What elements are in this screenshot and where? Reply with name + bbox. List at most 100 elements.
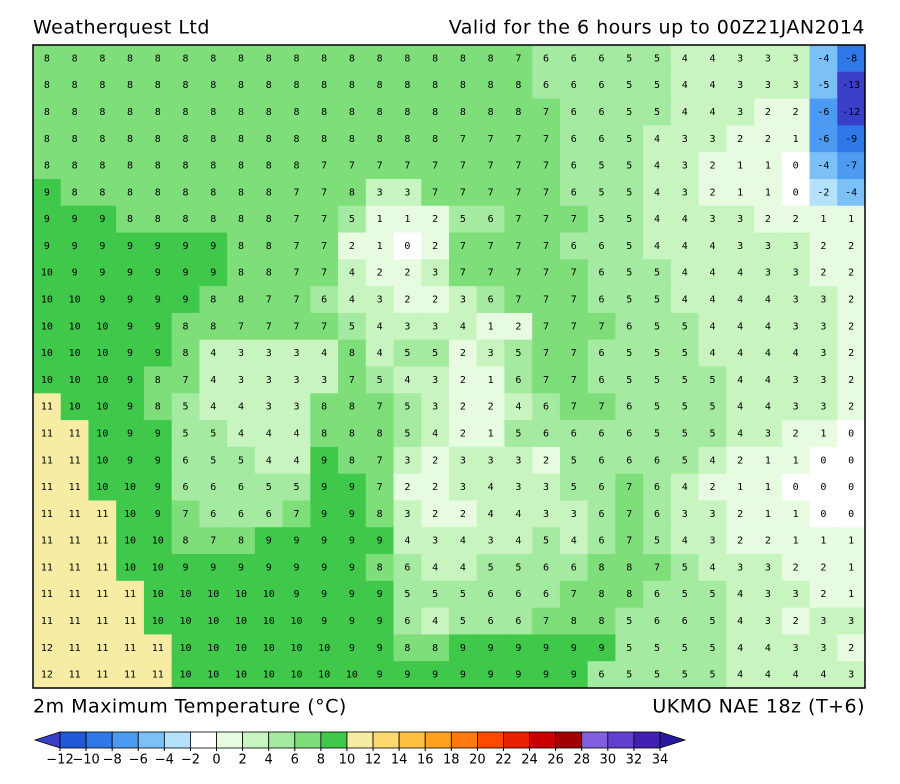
- temperature-cell: [365, 286, 395, 314]
- temperature-value: 9: [99, 241, 105, 252]
- temperature-value: 7: [515, 53, 521, 64]
- temperature-value: 9: [543, 670, 549, 681]
- temperature-value: 3: [737, 241, 743, 252]
- temperature-cell: [643, 580, 672, 609]
- temperature-cell: [282, 98, 311, 126]
- temperature-value: 5: [266, 482, 272, 493]
- temperature-cell: [476, 580, 505, 609]
- temperature-value: 1: [765, 482, 771, 493]
- temperature-value: 1: [488, 375, 494, 386]
- temperature-cell: [532, 178, 561, 207]
- temperature-value: 8: [321, 402, 327, 413]
- temperature-cell: [670, 178, 700, 207]
- temperature-value: 5: [709, 643, 715, 654]
- temperature-cell: [143, 634, 173, 662]
- temperature-cell: [338, 634, 367, 662]
- temperature-cell: [227, 312, 256, 341]
- temperature-value: 2: [432, 455, 438, 466]
- temperature-value: 6: [515, 375, 521, 386]
- temperature-cell: [504, 178, 533, 207]
- temperature-value: 2: [737, 536, 743, 547]
- temperature-cell: [698, 339, 727, 367]
- temperature-cell: [143, 339, 173, 367]
- temperature-cell: [698, 393, 727, 421]
- temperature-value: 2: [460, 375, 466, 386]
- temperature-value: 5: [654, 107, 660, 118]
- temperature-cell: [837, 232, 866, 260]
- temperature-cell: [88, 366, 117, 394]
- temperature-cell: [504, 580, 533, 609]
- temperature-value: 5: [682, 455, 688, 466]
- temperature-value: 9: [349, 509, 355, 520]
- temperature-value: 10: [124, 562, 136, 573]
- temperature-value: 4: [737, 268, 743, 279]
- colorbar-swatch: [242, 731, 270, 749]
- temperature-cell: [532, 71, 561, 100]
- temperature-cell: [199, 366, 228, 394]
- temperature-value: 2: [848, 643, 854, 654]
- temperature-value: 2: [432, 509, 438, 520]
- temperature-cell: [643, 500, 672, 528]
- colorbar-swatch: [346, 731, 374, 749]
- temperature-value: 5: [682, 402, 688, 413]
- temperature-cell: [643, 98, 672, 126]
- temperature-value: 3: [266, 348, 272, 359]
- temperature-value: 3: [793, 402, 799, 413]
- temperature-value: 10: [69, 321, 81, 332]
- temperature-value: 9: [99, 214, 105, 225]
- temperature-cell: [88, 259, 117, 287]
- temperature-value: 7: [377, 161, 383, 172]
- temperature-cell: [254, 205, 284, 234]
- temperature-value: 2: [404, 295, 410, 306]
- temperature-value: 3: [820, 402, 826, 413]
- temperature-cell: [171, 98, 200, 126]
- temperature-value: 10: [207, 643, 219, 654]
- temperature-cell: [143, 312, 173, 341]
- temperature-value: 1: [793, 536, 799, 547]
- temperature-cell: [476, 286, 505, 314]
- temperature-value: 4: [709, 295, 715, 306]
- temperature-value: 9: [72, 214, 78, 225]
- temperature-value: 8: [266, 161, 272, 172]
- temperature-value: 4: [682, 80, 688, 91]
- temperature-cell: [116, 98, 145, 126]
- temperature-value: 9: [377, 670, 383, 681]
- temperature-cell: [88, 286, 117, 314]
- temperature-cell: [33, 339, 62, 367]
- temperature-value: 7: [293, 187, 299, 198]
- temperature-cell: [754, 178, 783, 207]
- temperature-value: 3: [765, 80, 771, 91]
- temperature-cell: [421, 607, 450, 635]
- temperature-value: 4: [488, 509, 494, 520]
- temperature-cell: [837, 152, 866, 180]
- temperature-value: 3: [432, 321, 438, 332]
- temperature-value: 3: [682, 134, 688, 145]
- temperature-cell: [726, 205, 755, 234]
- temperature-value: 5: [709, 616, 715, 627]
- temperature-cell: [615, 661, 644, 689]
- temperature-value: 7: [293, 295, 299, 306]
- temperature-value: 9: [155, 455, 161, 466]
- temperature-cell: [587, 125, 616, 153]
- temperature-cell: [310, 152, 339, 180]
- temperature-value: 11: [96, 509, 108, 520]
- temperature-value: 8: [238, 536, 244, 547]
- temperature-value: 4: [515, 509, 521, 520]
- temperature-value: 3: [460, 295, 466, 306]
- temperature-cell: [338, 420, 367, 448]
- temperature-value: 7: [321, 268, 327, 279]
- temperature-cell: [781, 339, 811, 367]
- temperature-value: 4: [488, 482, 494, 493]
- temperature-value: 5: [543, 536, 549, 547]
- temperature-cell: [88, 98, 117, 126]
- temperature-value: 5: [682, 375, 688, 386]
- temperature-value: 11: [69, 616, 81, 627]
- temperature-value: 8: [183, 80, 189, 91]
- temperature-cell: [698, 71, 727, 100]
- temperature-value: 9: [404, 670, 410, 681]
- temperature-value: 6: [183, 455, 189, 466]
- temperature-cell: [587, 232, 616, 260]
- temperature-value: -8: [845, 53, 857, 64]
- temperature-cell: [504, 473, 533, 501]
- temperature-cell: [698, 607, 727, 635]
